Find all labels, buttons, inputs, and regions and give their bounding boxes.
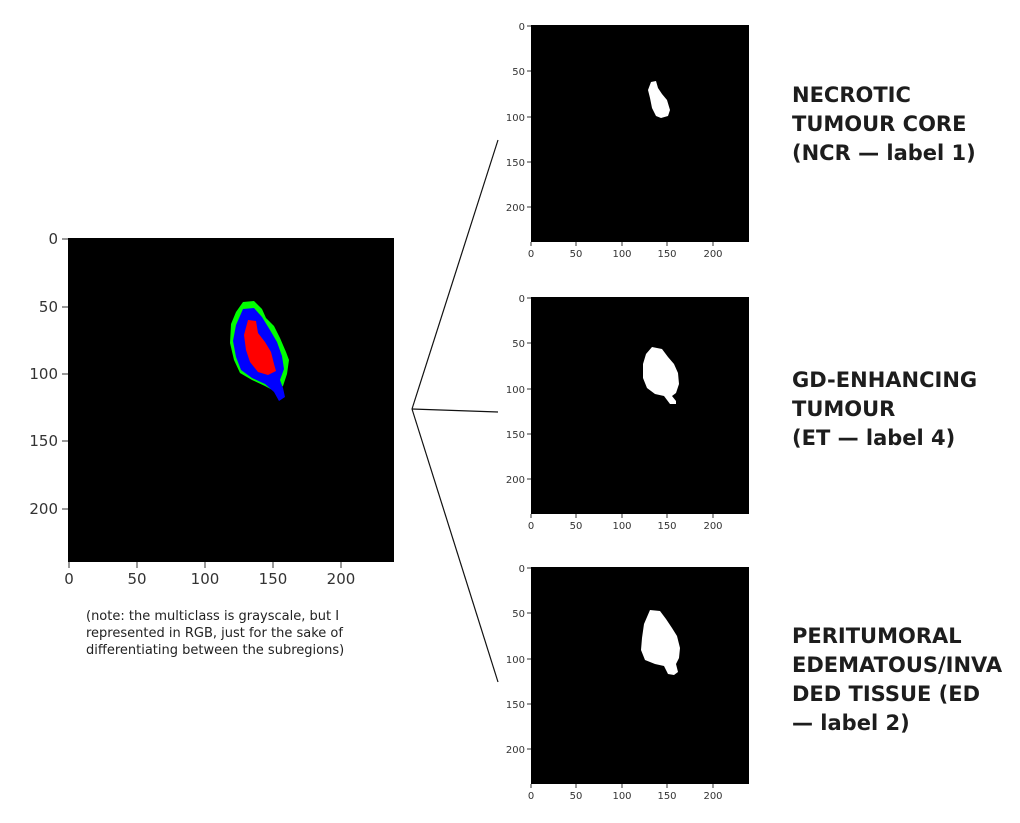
main-plot-y-tick-label: 200 bbox=[29, 500, 58, 518]
main-plot-x-tick-label: 50 bbox=[127, 570, 146, 588]
main-plot-x-axis: 0 50 100 150 200 bbox=[64, 562, 355, 588]
connector-lines bbox=[411, 139, 499, 683]
panel-ed-x-axis: 0 50 100 150 200 bbox=[528, 784, 723, 802]
ncr-region-red bbox=[244, 320, 276, 375]
panel-ed-x-tick-label: 200 bbox=[703, 791, 722, 802]
panel-et-y-tick-label: 100 bbox=[506, 385, 525, 396]
panel-et-mask bbox=[643, 347, 679, 404]
main-plot-x-tick-label: 150 bbox=[259, 570, 288, 588]
panel-et-y-tick-label: 50 bbox=[512, 339, 525, 350]
panel-ed-y-tick-label: 100 bbox=[506, 655, 525, 666]
panel-ncr-x-tick-label: 200 bbox=[703, 249, 722, 260]
panel-ed-y-tick-label: 0 bbox=[519, 564, 525, 575]
panel-et-y-tick-label: 0 bbox=[519, 294, 525, 305]
panel-ncr-mask bbox=[648, 81, 670, 118]
panel-et-image bbox=[531, 297, 749, 514]
main-plot-x-tick-label: 0 bbox=[64, 570, 74, 588]
panel-ncr-y-tick-label: 50 bbox=[512, 67, 525, 78]
panel-et-y-tick-label: 150 bbox=[506, 430, 525, 441]
panel-ncr-y-tick-label: 0 bbox=[519, 22, 525, 33]
panel-ed-image bbox=[531, 567, 749, 784]
panel-ed-x-tick-label: 100 bbox=[612, 791, 631, 802]
connector-line-bottom bbox=[411, 408, 499, 683]
panel-et-x-axis: 0 50 100 150 200 bbox=[528, 514, 723, 532]
panel-ed-mask bbox=[641, 610, 680, 675]
panel-ed-y-tick-label: 200 bbox=[506, 745, 525, 756]
main-plot-y-tick-label: 0 bbox=[48, 230, 58, 248]
panel-ed-x-tick-label: 0 bbox=[528, 791, 534, 802]
panel-et-x-tick-label: 0 bbox=[528, 521, 534, 532]
main-plot-image bbox=[68, 238, 394, 562]
panel-ed-label: PERITUMORAL EDEMATOUS/INVADED TISSUE (ED… bbox=[792, 624, 1003, 735]
main-plot-y-tick-label: 100 bbox=[29, 365, 58, 383]
panel-ed-y-axis: 0 50 100 150 200 bbox=[506, 564, 531, 756]
panel-ed-plot: 0 50 100 150 200 0 50 100 150 200 bbox=[506, 564, 749, 802]
main-plot-y-tick-label: 50 bbox=[39, 298, 58, 316]
connector-line-top bbox=[411, 139, 499, 410]
panel-ncr-y-tick-label: 150 bbox=[506, 158, 525, 169]
main-plot-x-tick-label: 200 bbox=[327, 570, 356, 588]
panel-ncr-label: NECROTIC TUMOUR CORE (NCR — label 1) bbox=[792, 83, 976, 165]
panel-ed-x-tick-label: 50 bbox=[570, 791, 583, 802]
panel-ed-y-tick-label: 50 bbox=[512, 609, 525, 620]
panel-et-plot: 0 50 100 150 200 0 50 100 150 200 bbox=[506, 294, 749, 532]
panel-et-x-tick-label: 150 bbox=[657, 521, 676, 532]
main-plot-y-axis: 0 50 100 150 200 bbox=[29, 230, 68, 518]
panel-ncr-x-tick-label: 0 bbox=[528, 249, 534, 260]
panel-et-x-tick-label: 200 bbox=[703, 521, 722, 532]
panel-ncr-y-tick-label: 100 bbox=[506, 113, 525, 124]
main-plot-y-tick-label: 150 bbox=[29, 432, 58, 450]
panel-et-label: GD-ENHANCING TUMOUR (ET — label 4) bbox=[792, 368, 978, 450]
panel-et-x-tick-label: 50 bbox=[570, 521, 583, 532]
panel-ncr-image bbox=[531, 25, 749, 242]
main-plot-caption: (note: the multiclass is grayscale, but … bbox=[86, 609, 345, 658]
connector-line-middle bbox=[411, 408, 499, 413]
panel-ed-x-tick-label: 150 bbox=[657, 791, 676, 802]
panel-ncr-y-axis: 0 50 100 150 200 bbox=[506, 22, 531, 214]
panel-et-y-axis: 0 50 100 150 200 bbox=[506, 294, 531, 486]
panel-ncr-x-axis: 0 50 100 150 200 bbox=[528, 242, 723, 260]
panel-ncr-plot: 0 50 100 150 200 0 50 100 150 200 bbox=[506, 22, 749, 260]
panel-ncr-y-tick-label: 200 bbox=[506, 203, 525, 214]
main-plot-x-tick-label: 100 bbox=[191, 570, 220, 588]
panel-ed-y-tick-label: 150 bbox=[506, 700, 525, 711]
panel-ncr-x-tick-label: 50 bbox=[570, 249, 583, 260]
panel-ncr-x-tick-label: 100 bbox=[612, 249, 631, 260]
panel-et-x-tick-label: 100 bbox=[612, 521, 631, 532]
panel-et-y-tick-label: 200 bbox=[506, 475, 525, 486]
main-segmentation-plot: 0 50 100 150 200 0 50 100 150 200 bbox=[29, 230, 394, 588]
panel-ncr-x-tick-label: 150 bbox=[657, 249, 676, 260]
